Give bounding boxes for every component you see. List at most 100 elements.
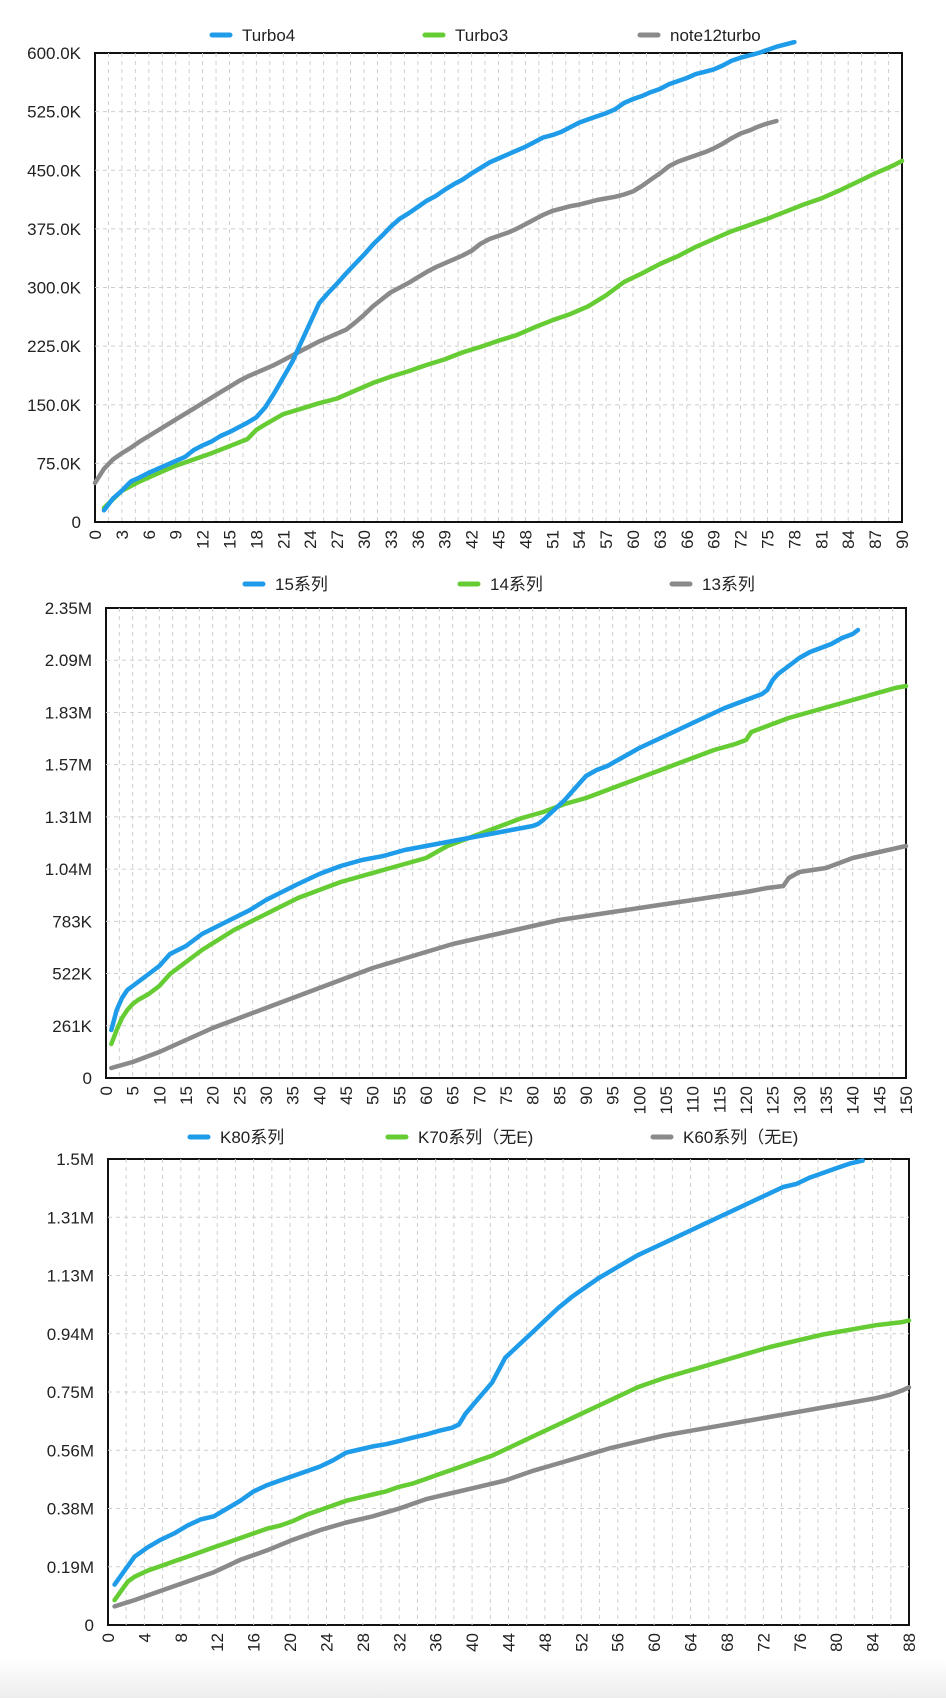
x-tick-label: 110 (684, 1086, 703, 1113)
x-tick-label: 115 (710, 1086, 729, 1113)
series-line-3 (92, 118, 779, 486)
y-tick-label: 0 (85, 1616, 94, 1635)
x-tick-label: 135 (817, 1086, 836, 1114)
x-tick-label: 87 (866, 530, 885, 549)
x-tick-label: 0 (97, 1086, 116, 1095)
x-tick-label: 52 (572, 1633, 591, 1652)
y-tick-label: 0 (72, 513, 81, 532)
chart-k-series-svg: 0 0.19M 0.38M 0.56M 0.75M 0.94M 1.13M 1.31M 1.5M… (47, 1128, 919, 1652)
x-tick-label: 140 (844, 1086, 863, 1114)
series-line-2 (112, 1318, 912, 1603)
series-line-1 (112, 1158, 865, 1587)
legend-label: Turbo3 (455, 26, 508, 45)
x-tick-label: 36 (409, 530, 428, 549)
x-tick-label: 65 (444, 1086, 463, 1105)
x-tick-label: 56 (609, 1633, 628, 1652)
y-tick-label: 1.5M (56, 1150, 94, 1169)
x-tick-label: 15 (221, 530, 240, 549)
y-tick-label: 150.0K (27, 396, 82, 415)
x-tick-label: 54 (570, 530, 589, 549)
y-tick-label: 0.38M (47, 1500, 94, 1519)
y-tick-label: 1.57M (45, 756, 92, 775)
x-tick-label: 28 (354, 1633, 373, 1652)
y-tick-label: 1.04M (45, 860, 92, 879)
x-tick-label: 50 (364, 1086, 383, 1105)
y-tick-label: 0.56M (47, 1441, 94, 1460)
legend-label: 14系列 (490, 575, 543, 594)
x-tick-label: 12 (208, 1633, 227, 1652)
x-tick-label: 130 (790, 1086, 809, 1114)
legend-label: 15系列 (275, 575, 328, 594)
x-tick-label: 120 (737, 1086, 756, 1114)
series-line-3 (112, 1385, 912, 1609)
y-tick-label: 0.94M (47, 1325, 94, 1344)
x-tick-label: 42 (463, 530, 482, 549)
y-tick-label: 225.0K (27, 337, 82, 356)
x-tick-label: 85 (550, 1086, 569, 1105)
x-tick-label: 75 (759, 530, 778, 549)
x-tick-label: 25 (230, 1086, 249, 1105)
x-tick-label: 21 (274, 530, 293, 549)
y-tick-label: 0.19M (47, 1558, 94, 1577)
chart-number-series-svg: 0 261K 522K 783K 1.04M 1.31M 1.57M 1.83M 2.09M 2.… (45, 575, 916, 1114)
x-tick-label: 72 (732, 530, 751, 549)
series-line-1 (109, 627, 861, 1033)
x-tick-label: 8 (172, 1633, 191, 1642)
x-tick-label: 125 (764, 1086, 783, 1114)
x-tick-label: 70 (470, 1086, 489, 1105)
y-tick-label: 2.09M (45, 651, 92, 670)
x-tick-label: 64 (682, 1633, 701, 1652)
x-tick-label: 68 (718, 1633, 737, 1652)
x-tick-label: 24 (301, 530, 320, 549)
x-tick-label: 55 (390, 1086, 409, 1105)
x-tick-label: 5 (124, 1086, 143, 1095)
x-tick-label: 0 (99, 1633, 118, 1642)
x-tick-label: 80 (524, 1086, 543, 1105)
y-tick-label: 1.13M (47, 1267, 94, 1286)
x-tick-label: 69 (705, 530, 724, 549)
x-tick-label: 88 (900, 1633, 919, 1652)
x-tick-label: 10 (150, 1086, 169, 1105)
x-tick-label: 63 (651, 530, 670, 549)
x-tick-label: 145 (870, 1086, 889, 1114)
x-tick-label: 84 (864, 1633, 883, 1652)
x-tick-label: 20 (281, 1633, 300, 1652)
x-tick-label: 100 (630, 1086, 649, 1114)
legend-label: K80系列 (220, 1128, 284, 1147)
x-tick-label: 0 (86, 530, 105, 539)
x-tick-label: 90 (893, 530, 912, 549)
x-tick-label: 39 (436, 530, 455, 549)
y-tick-label: 522K (52, 965, 92, 984)
y-tick-label: 600.0K (27, 44, 82, 63)
x-tick-label: 33 (382, 530, 401, 549)
y-tick-label: 450.0K (27, 161, 82, 180)
x-tick-label: 9 (167, 530, 186, 539)
legend-label: Turbo4 (242, 26, 295, 45)
y-tick-label: 0.75M (47, 1383, 94, 1402)
x-tick-label: 80 (827, 1633, 846, 1652)
x-tick-label: 35 (284, 1086, 303, 1105)
y-tick-label: 1.31M (47, 1208, 94, 1227)
series-line-1 (101, 39, 797, 513)
y-tick-label: 1.83M (45, 703, 92, 722)
legend-label: 13系列 (702, 575, 755, 594)
x-tick-label: 72 (754, 1633, 773, 1652)
x-tick-label: 4 (135, 1633, 154, 1642)
x-tick-label: 95 (604, 1086, 623, 1105)
x-tick-label: 78 (785, 530, 804, 549)
x-tick-label: 30 (257, 1086, 276, 1105)
x-tick-label: 18 (247, 530, 266, 549)
x-tick-label: 48 (516, 530, 535, 549)
x-tick-label: 15 (177, 1086, 196, 1105)
x-tick-label: 40 (463, 1633, 482, 1652)
y-tick-label: 375.0K (27, 220, 82, 239)
x-tick-label: 40 (310, 1086, 329, 1105)
x-tick-label: 57 (597, 530, 616, 549)
x-tick-label: 66 (678, 530, 697, 549)
x-tick-label: 84 (839, 530, 858, 549)
legend-label: K70系列（无E) (418, 1128, 533, 1147)
x-tick-label: 27 (328, 530, 347, 549)
x-tick-label: 105 (657, 1086, 676, 1114)
x-tick-label: 81 (812, 530, 831, 549)
x-tick-label: 45 (490, 530, 509, 549)
